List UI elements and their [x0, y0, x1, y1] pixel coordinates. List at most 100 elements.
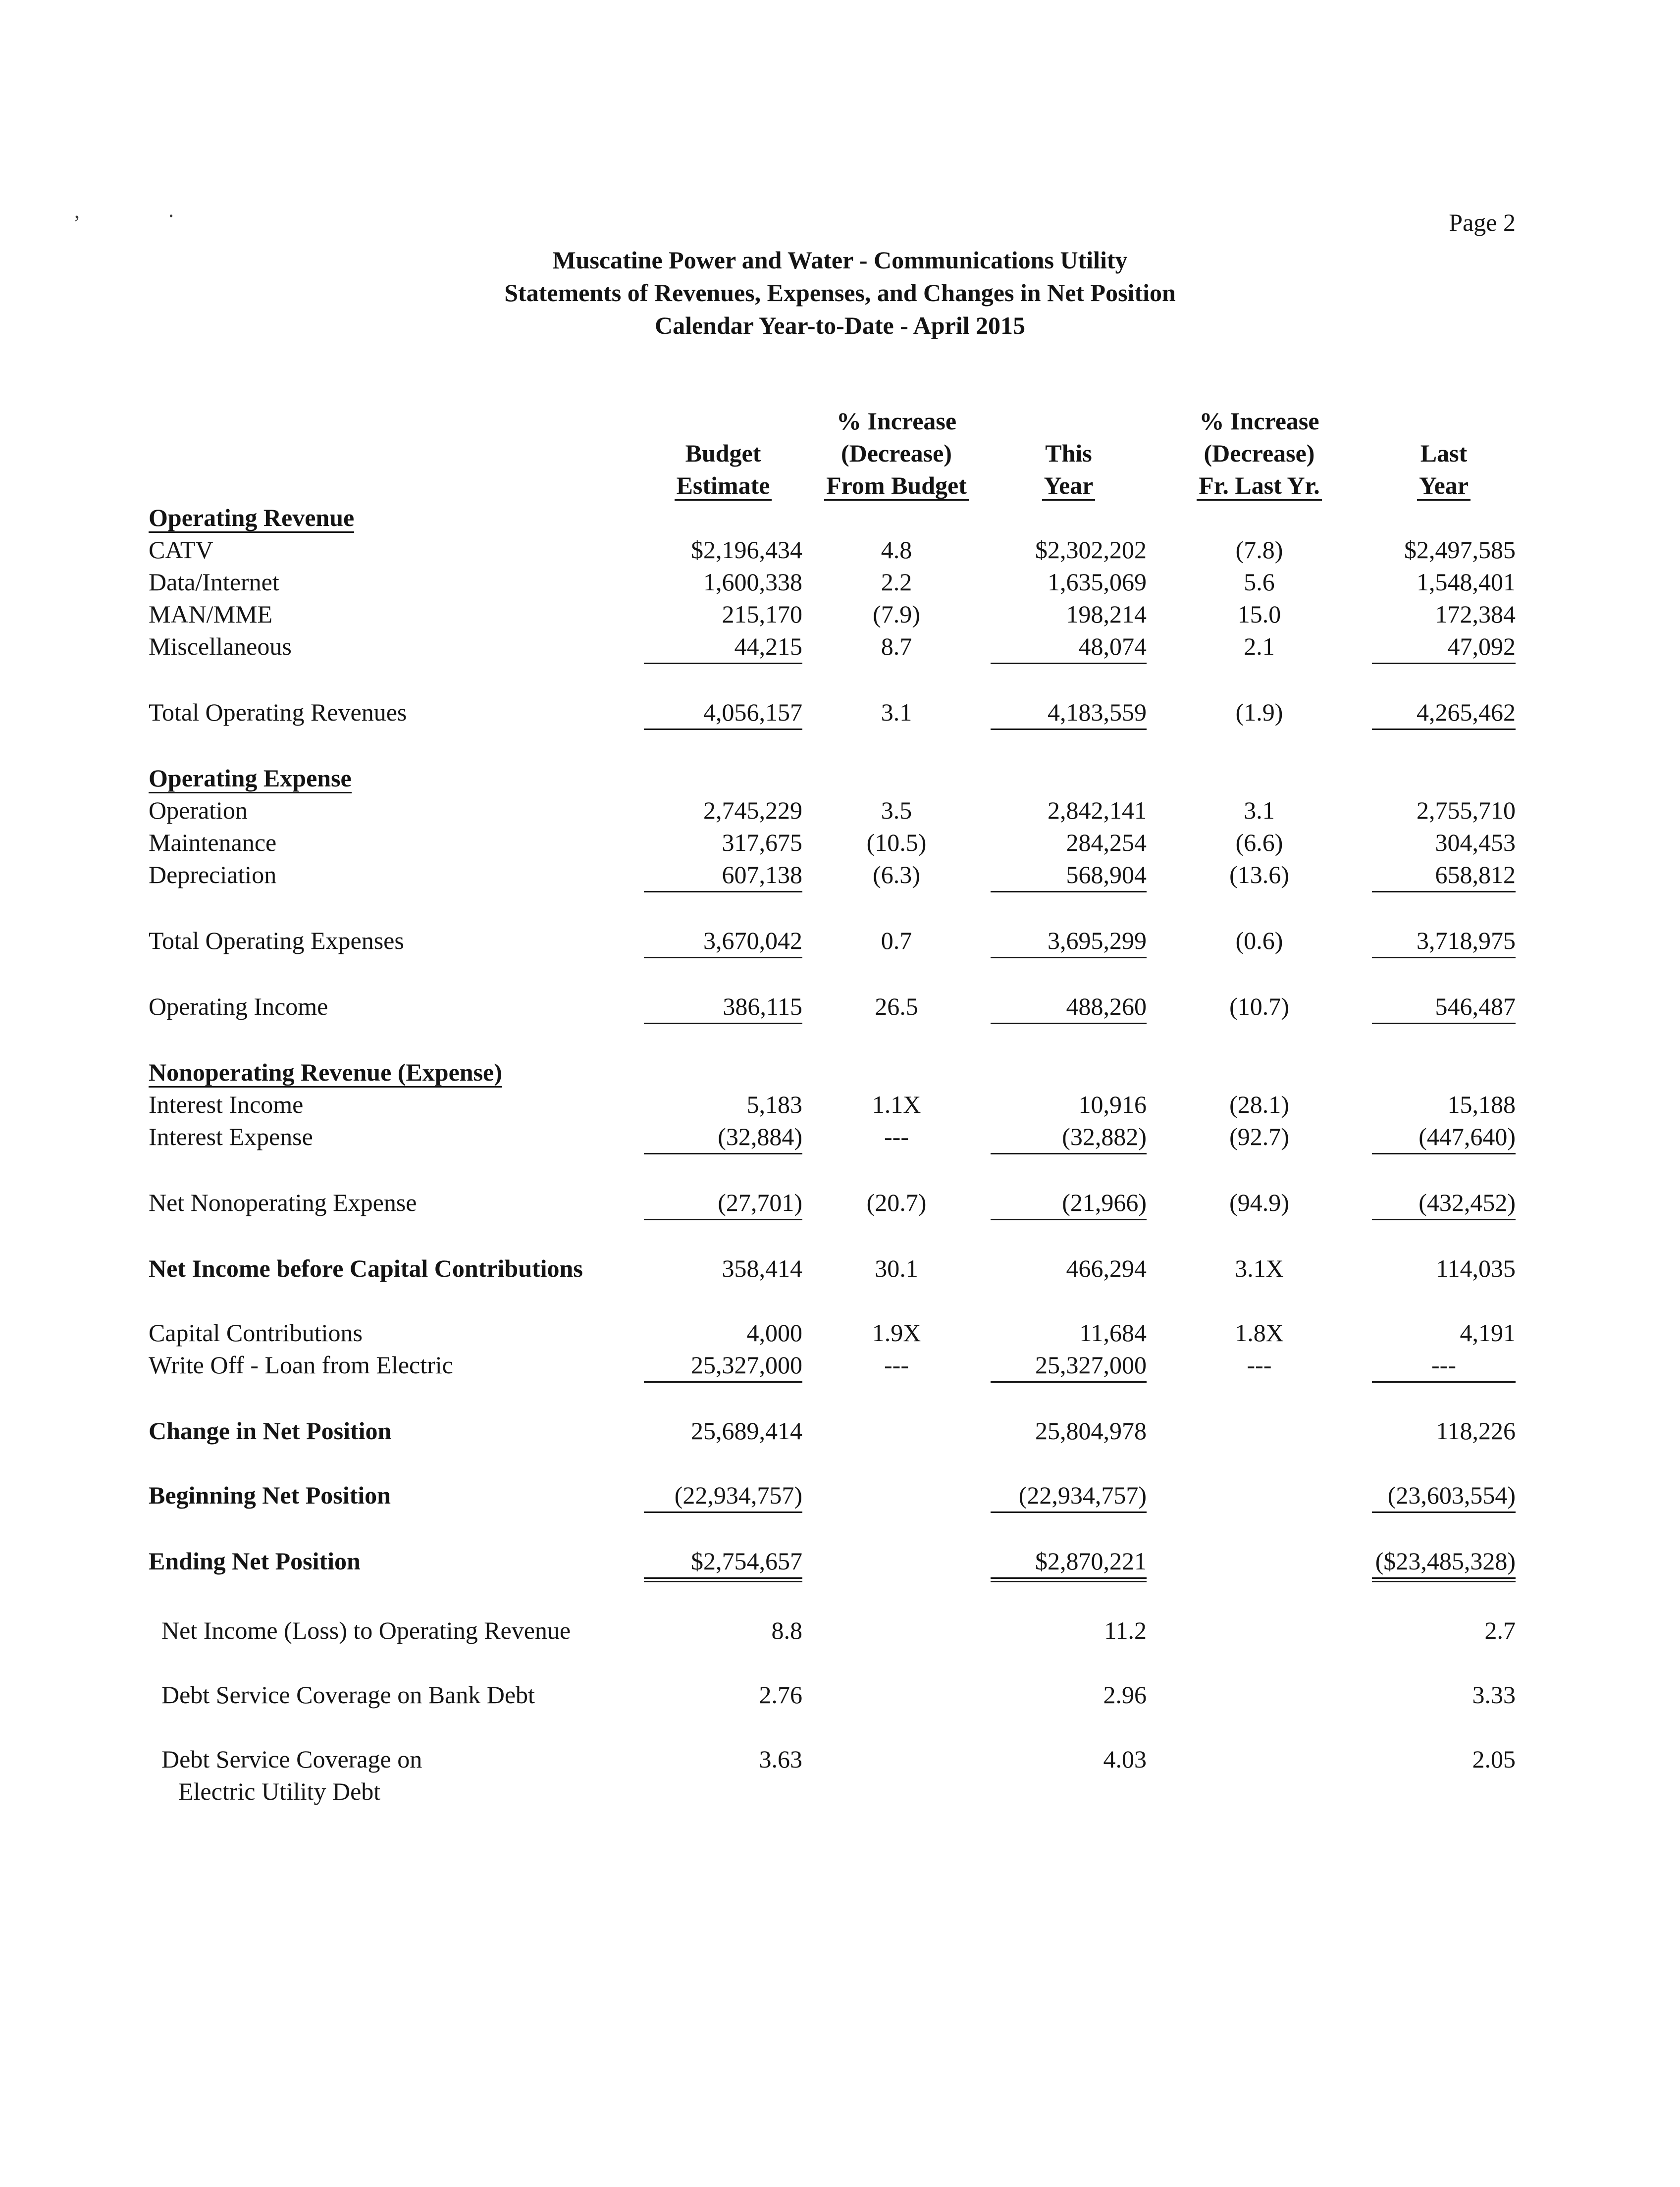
row-label-text: Write Off - Loan from Electric: [149, 1351, 453, 1379]
header-spacer: [149, 469, 644, 502]
cell-value: 4,265,462: [1417, 698, 1516, 726]
cell-value: 1.1X: [872, 1091, 921, 1118]
last-year-cell: 15,188: [1372, 1089, 1516, 1121]
this-year-cell: [991, 762, 1147, 794]
pct-fr-last-yr-cell: [1147, 1545, 1372, 1582]
table-header: % Increase % Increase Budget (Decrease) …: [149, 405, 1516, 502]
pct-fr-last-yr-cell: ---: [1147, 1349, 1372, 1383]
pct-from-budget-cell: (10.5): [802, 827, 991, 859]
table-row: Miscellaneous 44,215 8.7 48,074 2.1 47,092: [149, 630, 1516, 664]
table-row: Change in Net Position 25,689,414 25,804,9…: [149, 1415, 1516, 1447]
budget-estimate-cell: 25,327,000: [644, 1349, 802, 1383]
row-label: Operation: [149, 794, 644, 827]
cell-value: (27,701): [718, 1189, 802, 1216]
cell-value: 215,170: [722, 600, 803, 628]
pct-from-budget-cell: ---: [802, 1121, 991, 1154]
budget-estimate-cell: [644, 502, 802, 534]
cell-value: ---: [1247, 1351, 1272, 1379]
cell-value: 172,384: [1435, 600, 1516, 628]
header-spacer: [149, 437, 644, 469]
estimate-header: Estimate: [644, 469, 802, 502]
header-text: From Budget: [824, 471, 969, 501]
row-label-text: Interest Income: [149, 1091, 304, 1118]
last-year-cell: $2,497,585: [1372, 534, 1516, 566]
cell-value: $2,870,221: [1035, 1547, 1147, 1575]
row-label-text: Operating Income: [149, 992, 328, 1020]
this-year-cell: 3,695,299: [991, 925, 1147, 958]
cell-value: 2.96: [1103, 1681, 1147, 1709]
last-year-header: Year: [1372, 469, 1516, 502]
row-label: Write Off - Loan from Electric: [149, 1349, 644, 1383]
table-row: Total Operating Revenues 4,056,157 3.1 4,18…: [149, 696, 1516, 730]
cell-value: 2.05: [1472, 1745, 1516, 1773]
last-header: Last: [1372, 437, 1516, 469]
pct-from-budget-cell: [802, 1479, 991, 1513]
table-row: Data/Internet 1,600,338 2.2 1,635,069 5.6 1,5…: [149, 566, 1516, 598]
cell-value: 3,670,042: [703, 927, 802, 954]
cell-value: 1,600,338: [703, 568, 802, 596]
row-label-text: Debt Service Coverage on: [161, 1745, 422, 1773]
cell-value: ---: [884, 1123, 909, 1150]
pct-from-budget-cell: 8.7: [802, 630, 991, 664]
cell-value: $2,302,202: [1035, 536, 1147, 564]
header-spacer: [1372, 405, 1516, 437]
this-year-cell: 25,327,000: [991, 1349, 1147, 1383]
this-header: This: [991, 437, 1147, 469]
last-year-cell: [1372, 762, 1516, 794]
last-year-cell: ($23,485,328): [1372, 1545, 1516, 1582]
cell-value: (1.9): [1235, 698, 1283, 726]
row-label: Operating Expense: [149, 762, 644, 794]
budget-estimate-cell: [644, 762, 802, 794]
cell-value: 1,548,401: [1417, 568, 1516, 596]
this-year-cell: [991, 502, 1147, 534]
cell-value: 2.1: [1244, 632, 1275, 660]
cell-value: 11,684: [1079, 1319, 1147, 1347]
cell-value: (6.3): [873, 861, 920, 888]
row-label-text: Total Operating Revenues: [149, 698, 407, 726]
pct-from-budget-cell: 1.1X: [802, 1089, 991, 1121]
table-row: Total Operating Expenses 3,670,042 0.7 3,69…: [149, 925, 1516, 958]
this-year-cell: 11,684: [991, 1317, 1147, 1349]
this-year-cell: [991, 1056, 1147, 1089]
budget-estimate-cell: 386,115: [644, 990, 802, 1024]
pct-fr-last-yr-cell: 2.1: [1147, 630, 1372, 664]
header-text: % Increase: [836, 407, 957, 435]
table-row: Operation 2,745,229 3.5 2,842,141 3.1 2,755,7…: [149, 794, 1516, 827]
row-label: Nonoperating Revenue (Expense): [149, 1056, 644, 1089]
budget-estimate-cell: 4,056,157: [644, 696, 802, 730]
row-label-second-line: Electric Utility Debt: [178, 1777, 381, 1805]
cell-value: 11.2: [1104, 1616, 1147, 1644]
pct-from-budget-cell: 3.5: [802, 794, 991, 827]
cell-value: 4.03: [1103, 1745, 1147, 1773]
cell-value: 2.2: [881, 568, 912, 596]
cell-value: 1,635,069: [1048, 568, 1147, 596]
cell-value: 44,215: [734, 632, 803, 660]
table-row: Net Income (Loss) to Operating Revenue 8.…: [149, 1614, 1516, 1647]
cell-value: 546,487: [1435, 992, 1516, 1020]
cell-value: (20.7): [866, 1189, 927, 1216]
last-year-cell: ---: [1372, 1349, 1516, 1383]
cell-value: 4.8: [881, 536, 912, 564]
header-text: Estimate: [674, 471, 772, 501]
pct-fr-last-yr-cell: (10.7): [1147, 990, 1372, 1024]
row-label-text: Capital Contributions: [149, 1319, 363, 1347]
cell-value: 10,916: [1078, 1091, 1147, 1118]
header-spacer: [149, 405, 644, 437]
last-year-cell: (447,640): [1372, 1121, 1516, 1154]
pct-fr-last-yr-cell: (28.1): [1147, 1089, 1372, 1121]
row-label-text: Beginning Net Position: [149, 1481, 391, 1509]
header-row-3: Estimate From Budget Year Fr. Last Yr. Y…: [149, 469, 1516, 502]
this-year-cell: 11.2: [991, 1614, 1147, 1647]
pct-from-budget-cell: 3.1: [802, 696, 991, 730]
cell-value: 386,115: [723, 992, 802, 1020]
scan-artifact: ,: [74, 199, 80, 223]
header-text: Year: [1042, 471, 1096, 501]
pct-fr-last-yr-cell: [1147, 1415, 1372, 1447]
cell-value: (32,884): [718, 1123, 802, 1150]
last-year-cell: (432,452): [1372, 1187, 1516, 1220]
pct-fr-last-yr-cell: (0.6): [1147, 925, 1372, 958]
row-label: Maintenance: [149, 827, 644, 859]
pct-fr-last-yr-cell: (94.9): [1147, 1187, 1372, 1220]
last-year-cell: 658,812: [1372, 859, 1516, 892]
row-label: Net Nonoperating Expense: [149, 1187, 644, 1220]
